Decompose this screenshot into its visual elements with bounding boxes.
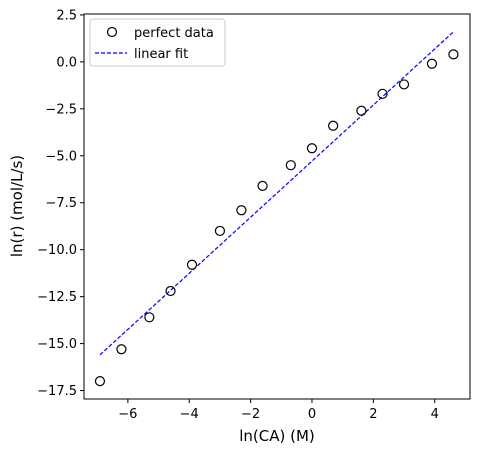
x-axis-title: ln(CA) (M) — [239, 427, 315, 445]
y-tick-label: −5.0 — [45, 149, 77, 164]
y-tick-label: −17.5 — [37, 384, 77, 399]
data-point — [356, 105, 367, 116]
linear-fit-line — [99, 31, 454, 356]
legend-label-perfect-data: perfect data — [134, 26, 214, 41]
data-point — [285, 160, 296, 171]
x-tick-label: 0 — [308, 407, 316, 422]
data-point — [116, 344, 127, 355]
legend-marker-perfect-data — [106, 26, 118, 38]
x-tick-label: −2 — [241, 407, 260, 422]
data-point — [236, 205, 247, 216]
y-tick-label: −7.5 — [45, 196, 77, 211]
data-point — [165, 285, 176, 297]
data-point — [186, 259, 198, 270]
data-point — [448, 49, 459, 60]
data-point — [398, 79, 410, 90]
y-tick-label: −10.0 — [37, 243, 77, 258]
data-point — [377, 88, 388, 99]
data-point — [426, 58, 438, 69]
legend-box — [89, 18, 226, 67]
data-point — [306, 143, 318, 154]
x-tick-label: 4 — [431, 407, 439, 422]
y-tick-label: −2.5 — [45, 102, 77, 117]
x-tick-label: −6 — [118, 407, 137, 422]
plot-frame — [83, 13, 471, 400]
data-point — [94, 376, 106, 387]
data-point — [257, 180, 268, 191]
y-tick-label: −15.0 — [37, 337, 77, 352]
data-point — [144, 312, 155, 323]
y-axis-title: ln(r) (mol/L/s) — [8, 155, 26, 257]
data-point — [328, 120, 339, 131]
data-point — [214, 225, 226, 237]
y-tick-label: 2.5 — [56, 8, 77, 23]
y-tick-label: −12.5 — [37, 290, 77, 305]
x-tick-label: 2 — [369, 407, 377, 422]
legend: perfect data linear fit — [89, 18, 226, 67]
y-tick-label: 0.0 — [56, 55, 77, 70]
x-tick-label: −4 — [180, 407, 199, 422]
legend-label-linear-fit: linear fit — [134, 47, 188, 62]
